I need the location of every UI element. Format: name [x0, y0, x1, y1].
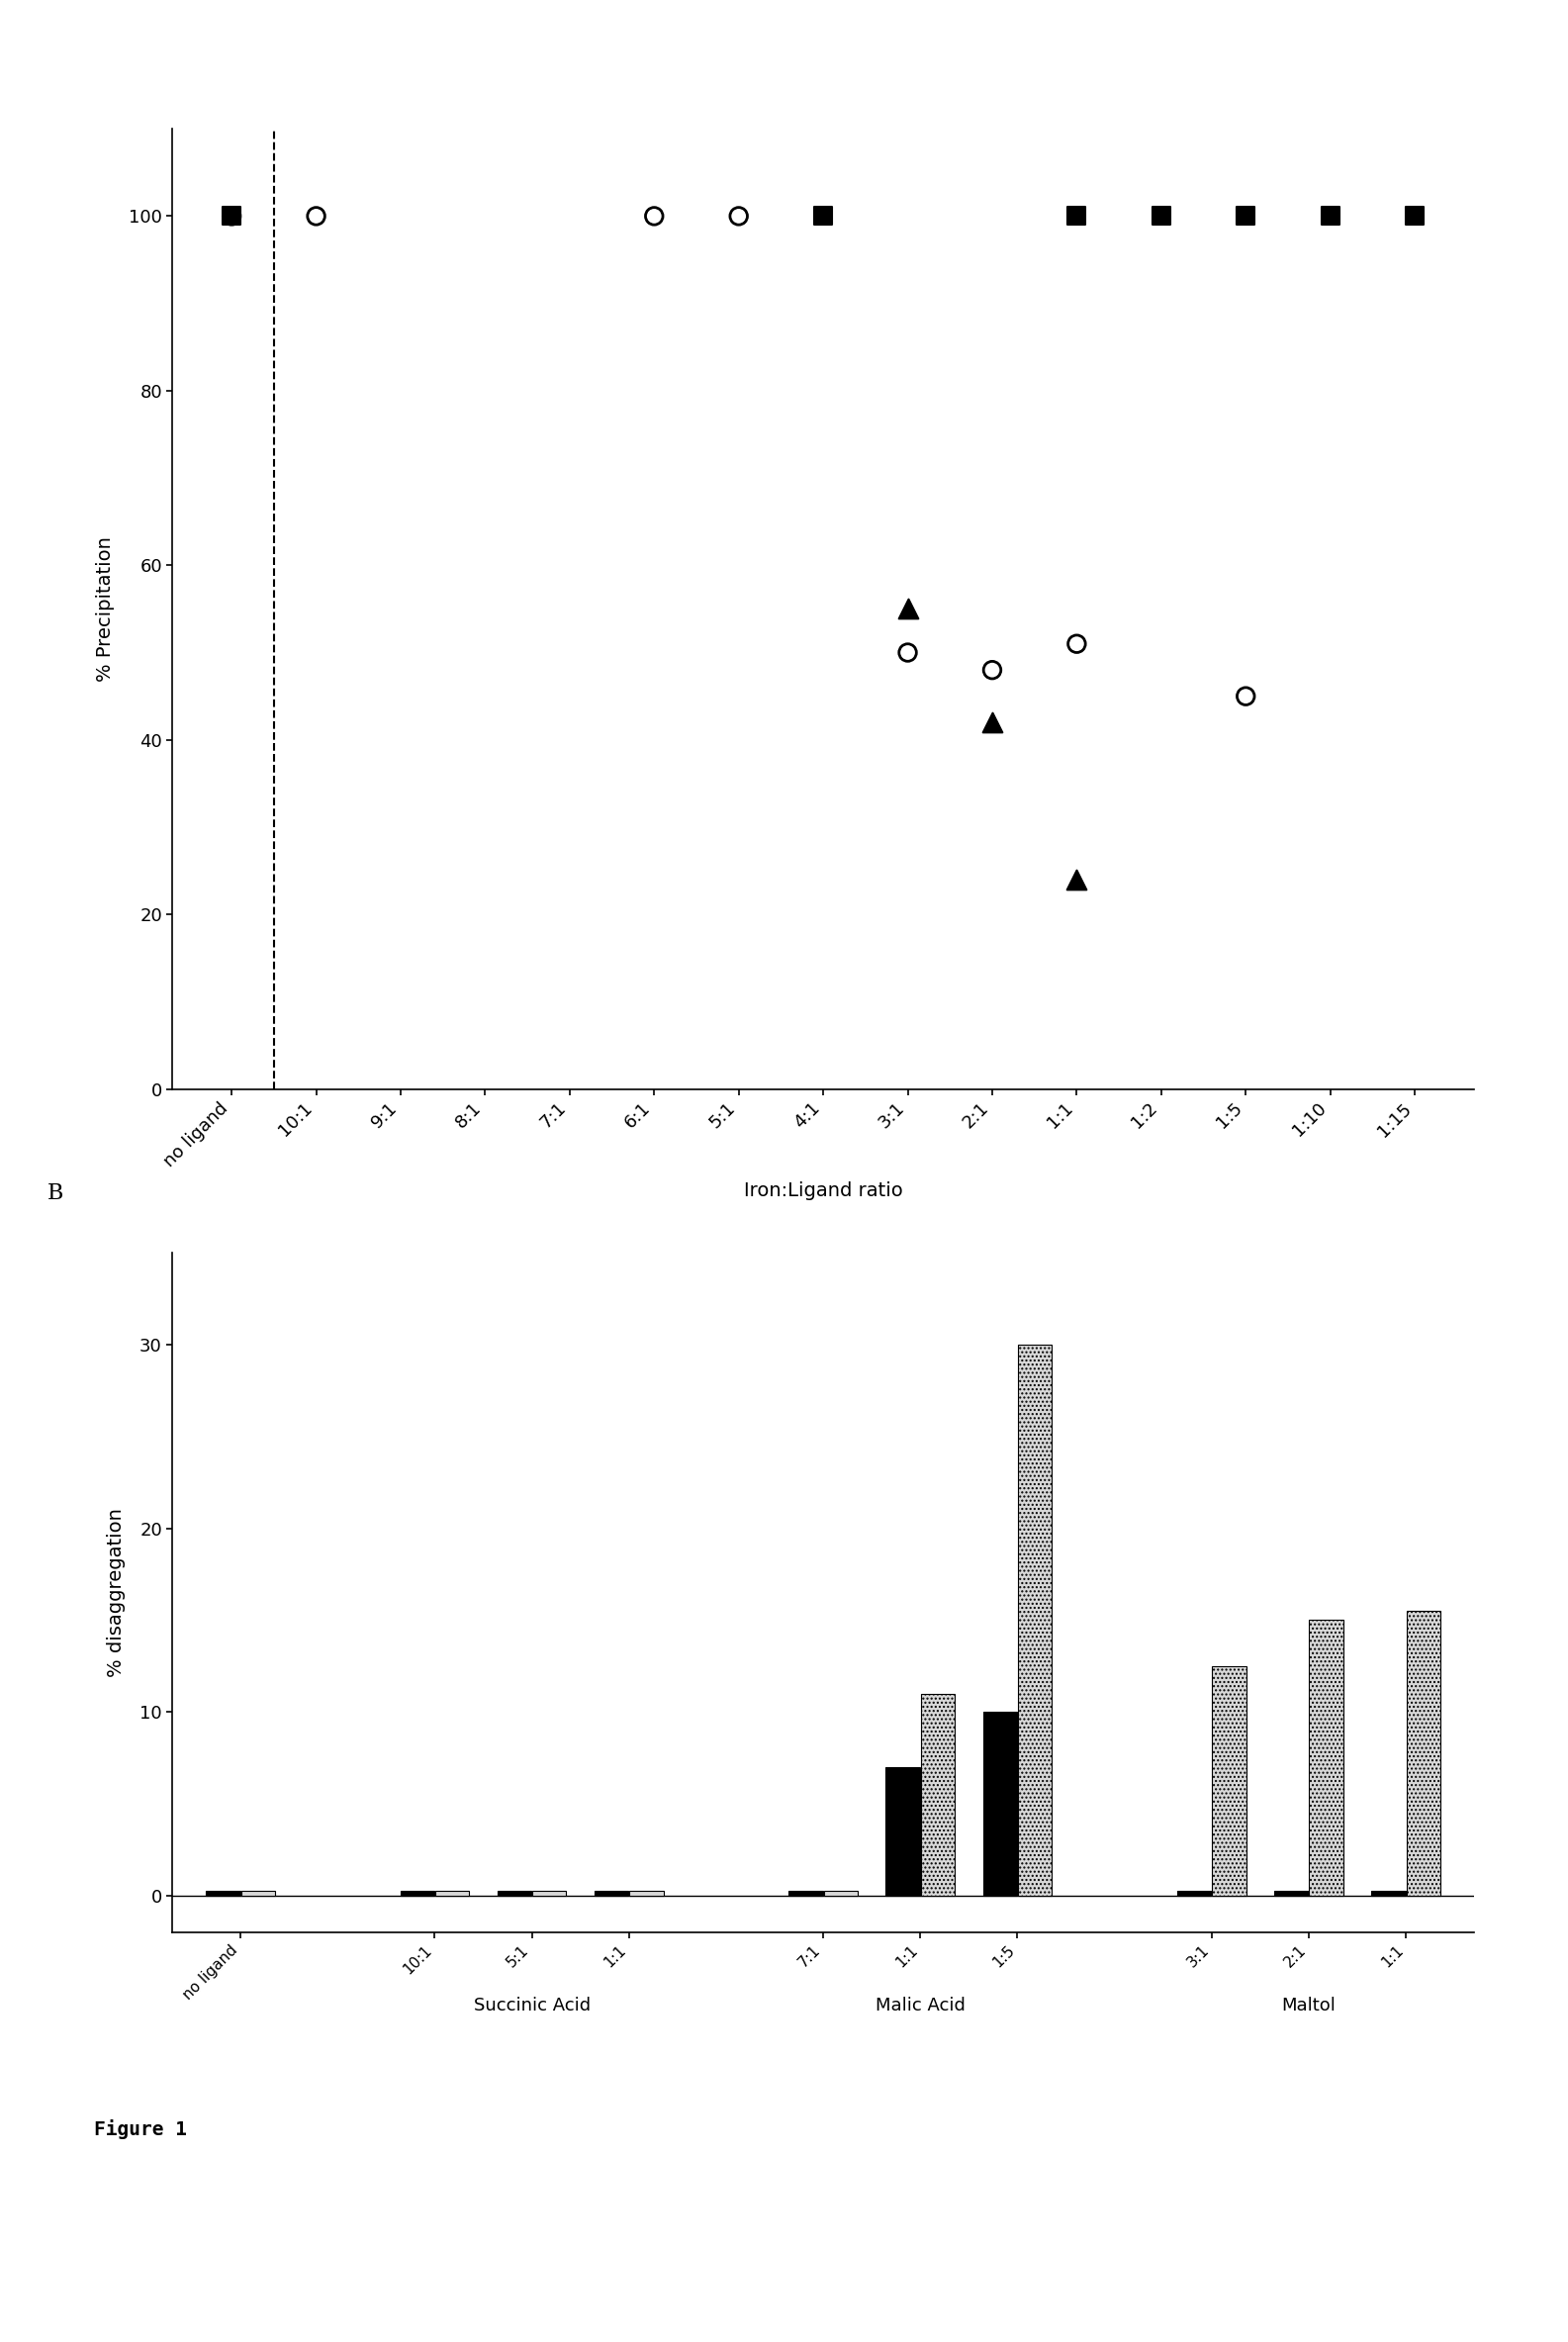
- Point: [1149, 197, 1174, 234]
- Point: [980, 651, 1005, 689]
- Bar: [886, 1766, 920, 1895]
- Bar: [1372, 1890, 1405, 1895]
- Bar: [1212, 1665, 1247, 1895]
- Y-axis label: % disaggregation: % disaggregation: [107, 1508, 125, 1677]
- Point: [1065, 625, 1090, 663]
- Bar: [983, 1712, 1018, 1895]
- Bar: [629, 1890, 663, 1895]
- Point: [1317, 197, 1342, 234]
- Bar: [1275, 1890, 1308, 1895]
- Point: [726, 197, 751, 234]
- Text: Figure 1: Figure 1: [94, 2120, 187, 2138]
- Bar: [1406, 1611, 1441, 1895]
- Bar: [920, 1693, 955, 1895]
- Point: [895, 635, 920, 672]
- Text: Malic Acid: Malic Acid: [875, 1995, 966, 2014]
- Point: [220, 197, 245, 234]
- Bar: [789, 1890, 823, 1895]
- Text: Succinic Acid: Succinic Acid: [474, 1995, 590, 2014]
- Bar: [532, 1890, 566, 1895]
- X-axis label: Iron:Ligand ratio: Iron:Ligand ratio: [743, 1180, 903, 1199]
- Point: [1232, 677, 1258, 714]
- Point: [1065, 862, 1090, 899]
- Point: [220, 197, 245, 234]
- Point: [304, 197, 329, 234]
- Point: [1232, 197, 1258, 234]
- Bar: [594, 1890, 629, 1895]
- Point: [895, 590, 920, 628]
- Point: [980, 703, 1005, 740]
- Bar: [241, 1890, 274, 1895]
- Bar: [1018, 1344, 1052, 1895]
- Text: Maltol: Maltol: [1281, 1995, 1336, 2014]
- Bar: [1178, 1890, 1210, 1895]
- Point: [1065, 197, 1090, 234]
- Bar: [400, 1890, 434, 1895]
- Y-axis label: % Precipitation: % Precipitation: [96, 536, 114, 682]
- Bar: [205, 1890, 240, 1895]
- Bar: [436, 1890, 469, 1895]
- Point: [811, 197, 836, 234]
- Bar: [497, 1890, 532, 1895]
- Point: [641, 197, 666, 234]
- Bar: [1309, 1621, 1344, 1895]
- Bar: [823, 1890, 858, 1895]
- Point: [1402, 197, 1427, 234]
- Text: B: B: [47, 1183, 63, 1204]
